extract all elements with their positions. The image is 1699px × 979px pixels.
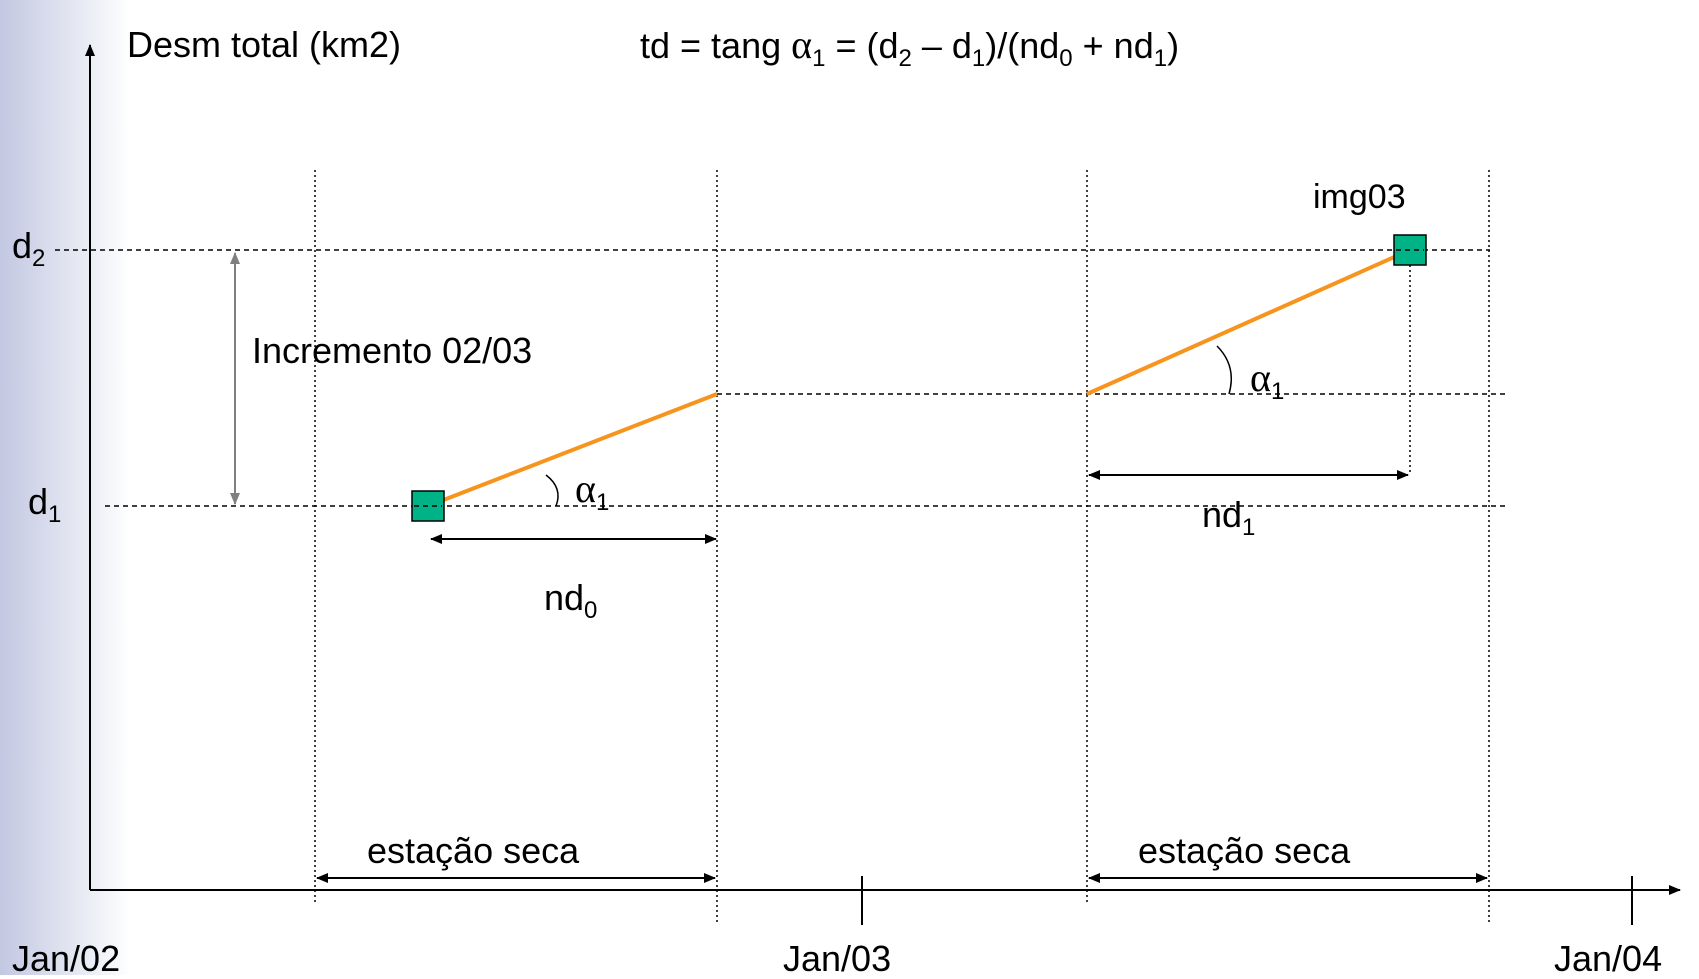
season-label-2: estação seca (1138, 830, 1351, 871)
sidebar-gradient (0, 0, 130, 975)
formula-alpha-sub: 1 (812, 45, 826, 72)
angle-right-base: α (1250, 355, 1271, 400)
formula-mid: )/(nd (985, 25, 1060, 66)
nd0-label: nd0 (544, 577, 597, 623)
x-tick-label-jan03: Jan/03 (783, 938, 892, 979)
formula-d2-sub: 2 (898, 45, 912, 72)
d2-sub: 2 (32, 245, 46, 272)
d1-label: d1 (28, 481, 61, 527)
formula-plus: + nd (1072, 25, 1154, 66)
formula-minus: – d (911, 25, 972, 66)
formula-d1-sub: 1 (971, 45, 986, 72)
formula-lhs: td = tang (640, 25, 792, 66)
angle-label-left: α1 (575, 466, 609, 515)
angle-arc-right (1216, 345, 1232, 395)
formula: td = tang α1 = (d2 – d1)/(nd0 + nd1) (640, 22, 1180, 71)
d1-sub: 1 (48, 501, 62, 528)
angle-right-sub: 1 (1270, 378, 1285, 405)
formula-nd1-sub: 1 (1153, 45, 1168, 72)
nd1-sub: 1 (1242, 514, 1256, 541)
d2-label: d2 (12, 225, 45, 271)
formula-close: ) (1167, 25, 1180, 66)
formula-alpha: α (791, 22, 813, 67)
x-tick-label-jan04: Jan/04 (1554, 938, 1663, 979)
trend-line-right (1086, 248, 1411, 396)
d2-base: d (12, 225, 33, 266)
nd1-base: nd (1202, 494, 1243, 535)
formula-eq: = (d (825, 25, 899, 66)
nd0-sub: 0 (584, 597, 598, 624)
nd0-base: nd (544, 577, 585, 618)
img03-label: img03 (1313, 178, 1406, 216)
angle-label-right: α1 (1250, 355, 1284, 404)
angle-left-base: α (575, 466, 596, 511)
increment-label: Incremento 02/03 (252, 330, 533, 371)
y-axis-label: Desm total (km2) (127, 24, 402, 65)
trend-line-left (427, 392, 718, 508)
angle-arc-left (545, 474, 559, 507)
x-tick-label-jan02: Jan/02 (12, 938, 121, 979)
formula-nd0-sub: 0 (1059, 45, 1073, 72)
season-label-1: estação seca (367, 830, 580, 871)
d1-base: d (28, 481, 49, 522)
nd1-label: nd1 (1202, 494, 1255, 540)
angle-left-sub: 1 (595, 489, 610, 516)
